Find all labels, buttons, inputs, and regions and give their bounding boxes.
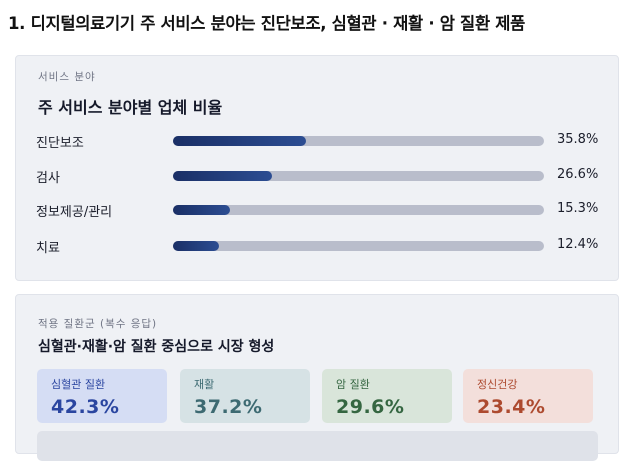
value-label: 35.8%: [557, 132, 599, 147]
card-value: 37.2%: [194, 396, 263, 418]
card-name: 심혈관 질환: [51, 378, 106, 391]
value-label: 12.4%: [557, 237, 599, 252]
bar-track: [173, 241, 544, 251]
card-value: 29.6%: [336, 396, 405, 418]
panel-subtitle: 서비스 분야: [38, 71, 96, 83]
bar: [173, 136, 306, 146]
category-label: 치료: [36, 241, 60, 256]
value-label: 15.3%: [557, 201, 599, 216]
next-box: [37, 431, 598, 461]
page: {"heading": "1. 디지털의료기기 주 서비스 분야는 진단보조, …: [8, 14, 619, 461]
heading: 1. 디지털의료기기 주 서비스 분야는 진단보조, 심혈관 · 재활 · 암 …: [8, 14, 526, 33]
card-name: 암 질환: [336, 378, 370, 391]
disease-card: 암 질환 29.6%: [322, 369, 452, 423]
service-panel: 서비스 분야 주 서비스 분야별 업체 비율 진단보조 35.8% 검사 26.6% 정…: [15, 55, 619, 281]
bar: [173, 241, 219, 251]
panel-subtitle: 적용 질환군 (복수 응답): [38, 318, 158, 330]
category-label: 진단보조: [36, 136, 84, 151]
category-label: 검사: [36, 171, 60, 186]
bar: [173, 171, 272, 181]
disease-card: 정신건강 23.4%: [463, 369, 593, 423]
card-name: 정신건강: [477, 378, 518, 391]
card-name: 재활: [194, 378, 215, 391]
disease-card: 심혈관 질환 42.3%: [37, 369, 167, 423]
panel-title: 심혈관·재활·암 질환 중심으로 시장 형성: [38, 339, 275, 355]
category-label: 정보제공/관리: [36, 205, 113, 220]
bar-track: [173, 136, 544, 146]
bar-track: [173, 171, 544, 181]
card-value: 23.4%: [477, 396, 546, 418]
bar: [173, 205, 230, 215]
card-value: 42.3%: [51, 396, 120, 418]
disease-card: 재활 37.2%: [180, 369, 310, 423]
bar-track: [173, 205, 544, 215]
panel-title: 주 서비스 분야별 업체 비율: [38, 98, 223, 117]
disease-panel: 적용 질환군 (복수 응답) 심혈관·재활·암 질환 중심으로 시장 형성 심혈…: [15, 294, 619, 461]
value-label: 26.6%: [557, 167, 599, 182]
